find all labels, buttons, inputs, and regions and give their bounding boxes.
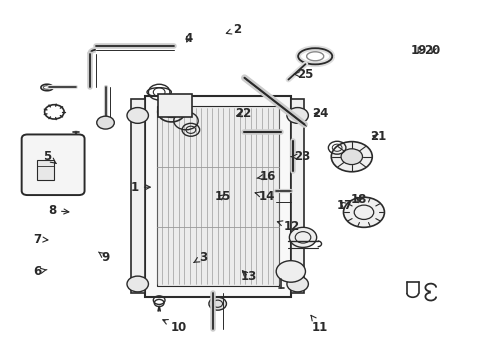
Circle shape bbox=[289, 227, 316, 247]
Bar bbox=[131, 99, 144, 293]
Text: 9: 9 bbox=[99, 251, 109, 264]
Text: 17: 17 bbox=[336, 199, 352, 212]
Text: 21: 21 bbox=[370, 130, 386, 144]
Circle shape bbox=[127, 276, 148, 292]
Text: 3: 3 bbox=[193, 251, 207, 264]
Text: 7: 7 bbox=[33, 233, 48, 246]
Circle shape bbox=[97, 116, 114, 129]
FancyBboxPatch shape bbox=[21, 134, 84, 195]
Text: 8: 8 bbox=[48, 204, 69, 217]
Text: 4: 4 bbox=[184, 32, 192, 45]
Circle shape bbox=[208, 297, 226, 310]
Text: 23: 23 bbox=[290, 150, 309, 163]
Text: 2: 2 bbox=[226, 23, 241, 36]
Text: 11: 11 bbox=[310, 315, 327, 333]
Circle shape bbox=[330, 141, 371, 172]
Text: 10: 10 bbox=[163, 320, 186, 333]
Text: 1: 1 bbox=[130, 181, 150, 194]
Circle shape bbox=[286, 276, 308, 292]
Bar bbox=[37, 160, 54, 180]
Bar bbox=[158, 94, 192, 117]
Text: 25: 25 bbox=[294, 68, 313, 81]
Text: 13: 13 bbox=[240, 270, 256, 283]
Text: 20: 20 bbox=[424, 44, 440, 57]
Text: 15: 15 bbox=[214, 190, 230, 203]
Bar bbox=[290, 99, 304, 293]
Text: 14: 14 bbox=[255, 190, 274, 203]
Text: 22: 22 bbox=[235, 107, 251, 120]
Text: 24: 24 bbox=[311, 107, 327, 120]
Text: 12: 12 bbox=[277, 220, 300, 233]
Circle shape bbox=[127, 108, 148, 123]
Text: 18: 18 bbox=[350, 193, 366, 206]
Bar bbox=[157, 107, 278, 286]
Circle shape bbox=[340, 149, 362, 165]
Text: 16: 16 bbox=[256, 170, 276, 183]
Circle shape bbox=[286, 108, 308, 123]
Text: 19: 19 bbox=[410, 44, 427, 57]
Circle shape bbox=[343, 197, 384, 227]
Text: 5: 5 bbox=[43, 150, 56, 163]
Circle shape bbox=[276, 261, 305, 282]
Bar bbox=[144, 96, 290, 297]
Text: 6: 6 bbox=[33, 265, 47, 278]
